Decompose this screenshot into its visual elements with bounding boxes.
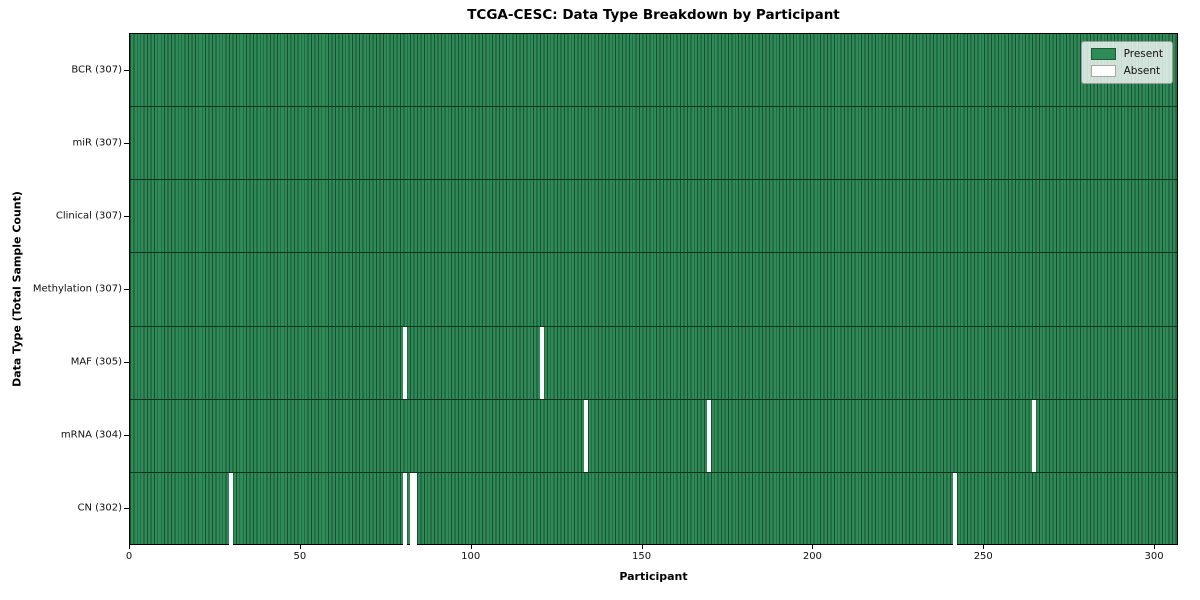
legend-item: Present [1090,48,1163,60]
absent-cell [228,472,233,546]
plot-area: Present Absent [129,33,1178,546]
absent-cell [403,472,407,546]
absent-cell [707,399,712,472]
legend: Present Absent [1080,41,1173,84]
x-tick-label: 200 [802,551,822,562]
y-tick-mark [124,435,129,437]
x-tick-mark [1154,545,1156,549]
absent-cell [539,326,544,399]
x-tick-mark [299,545,301,549]
y-tick-label: Methylation (307) [32,283,122,295]
x-tick-label: 100 [461,551,481,562]
absent-cell [584,399,589,472]
absent-cell [413,472,418,546]
y-tick-label: mRNA (304) [60,429,122,441]
legend-item-label: Absent [1123,65,1161,77]
y-tick-label: Clinical (307) [55,210,122,222]
x-tick-mark [812,545,814,549]
y-tick-mark [124,215,129,217]
heatmap-row [130,34,1177,108]
y-tick-mark [124,142,129,144]
heatmap-row [130,399,1177,473]
legend-swatch-present [1090,48,1116,60]
x-axis-label: Participant [619,570,688,583]
heatmap-row [130,326,1177,400]
x-tick-label: 150 [631,551,652,562]
absent-cell [1031,399,1036,472]
heatmap-row [130,107,1177,181]
y-tick-label: MAF (305) [70,356,122,368]
y-tick-mark [124,69,129,71]
chart-title: TCGA-CESC: Data Type Breakdown by Partic… [467,7,840,23]
x-tick-label: 300 [1144,551,1164,562]
legend-item-label: Present [1123,48,1163,60]
legend-swatch-absent [1090,65,1116,77]
x-tick-mark [983,545,985,549]
y-tick-label: CN (302) [77,502,122,514]
y-tick-mark [124,289,129,290]
heatmap-row [130,472,1177,546]
legend-item: Absent [1090,65,1163,77]
absent-cell [409,472,414,546]
y-tick-label: BCR (307) [71,64,122,76]
x-tick-label: 50 [293,551,307,562]
y-tick-mark [124,508,129,510]
heatmap-row [130,253,1177,327]
x-tick-mark [129,545,130,549]
y-tick-label: miR (307) [72,137,122,149]
x-tick-mark [641,545,643,549]
y-tick-mark [124,362,129,364]
x-tick-label: 0 [125,551,133,562]
absent-cell [953,472,958,546]
x-tick-label: 250 [973,551,993,562]
heatmap-row [130,180,1177,254]
x-tick-mark [470,545,472,549]
absent-cell [403,326,407,399]
